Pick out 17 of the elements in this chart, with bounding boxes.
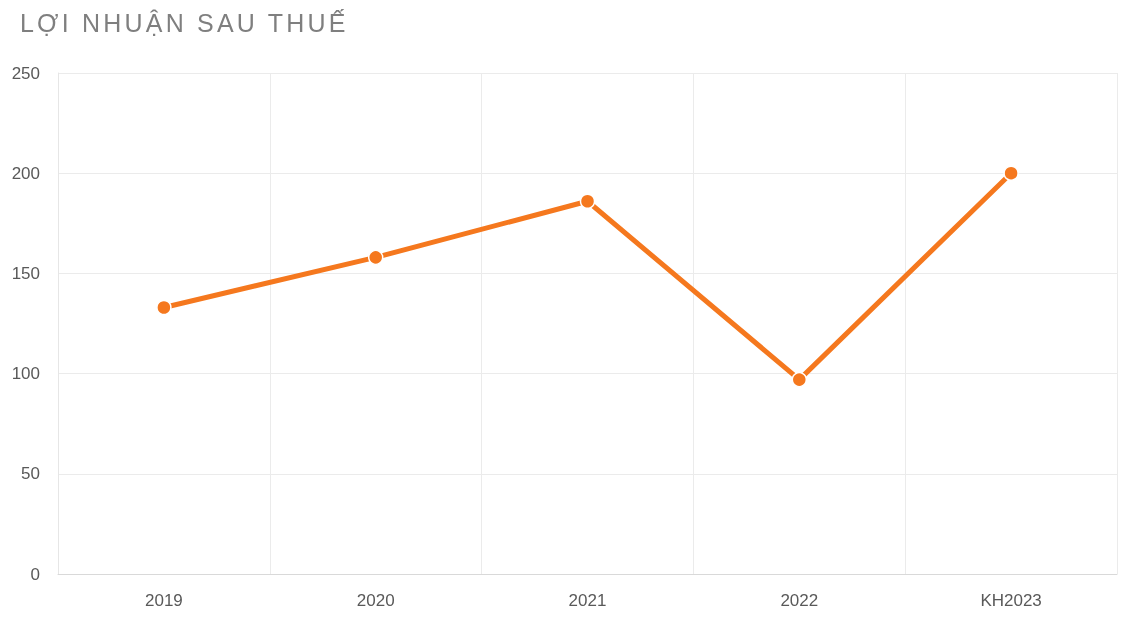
- point: [367, 249, 384, 266]
- x-tick-label: 2019: [144, 591, 183, 610]
- point: [579, 193, 596, 209]
- point: [156, 299, 172, 316]
- y-tick-label: 250: [11, 63, 40, 83]
- x-tick-label: 2021: [568, 591, 607, 610]
- point: [1003, 165, 1019, 181]
- y-tick-label: 150: [11, 263, 40, 283]
- y-tick-label: 0: [30, 564, 40, 584]
- point: [791, 371, 808, 388]
- y-tick-label: 50: [21, 464, 40, 484]
- x-tick-label: 2020: [356, 591, 395, 610]
- chart-title: LỢI NHUẬN SAU THUẾ: [20, 8, 349, 39]
- x-tick-label: 2022: [780, 591, 819, 610]
- y-tick-label: 200: [11, 163, 40, 183]
- x-tick-label: KH2023: [980, 591, 1042, 610]
- y-tick-label: 100: [11, 364, 40, 384]
